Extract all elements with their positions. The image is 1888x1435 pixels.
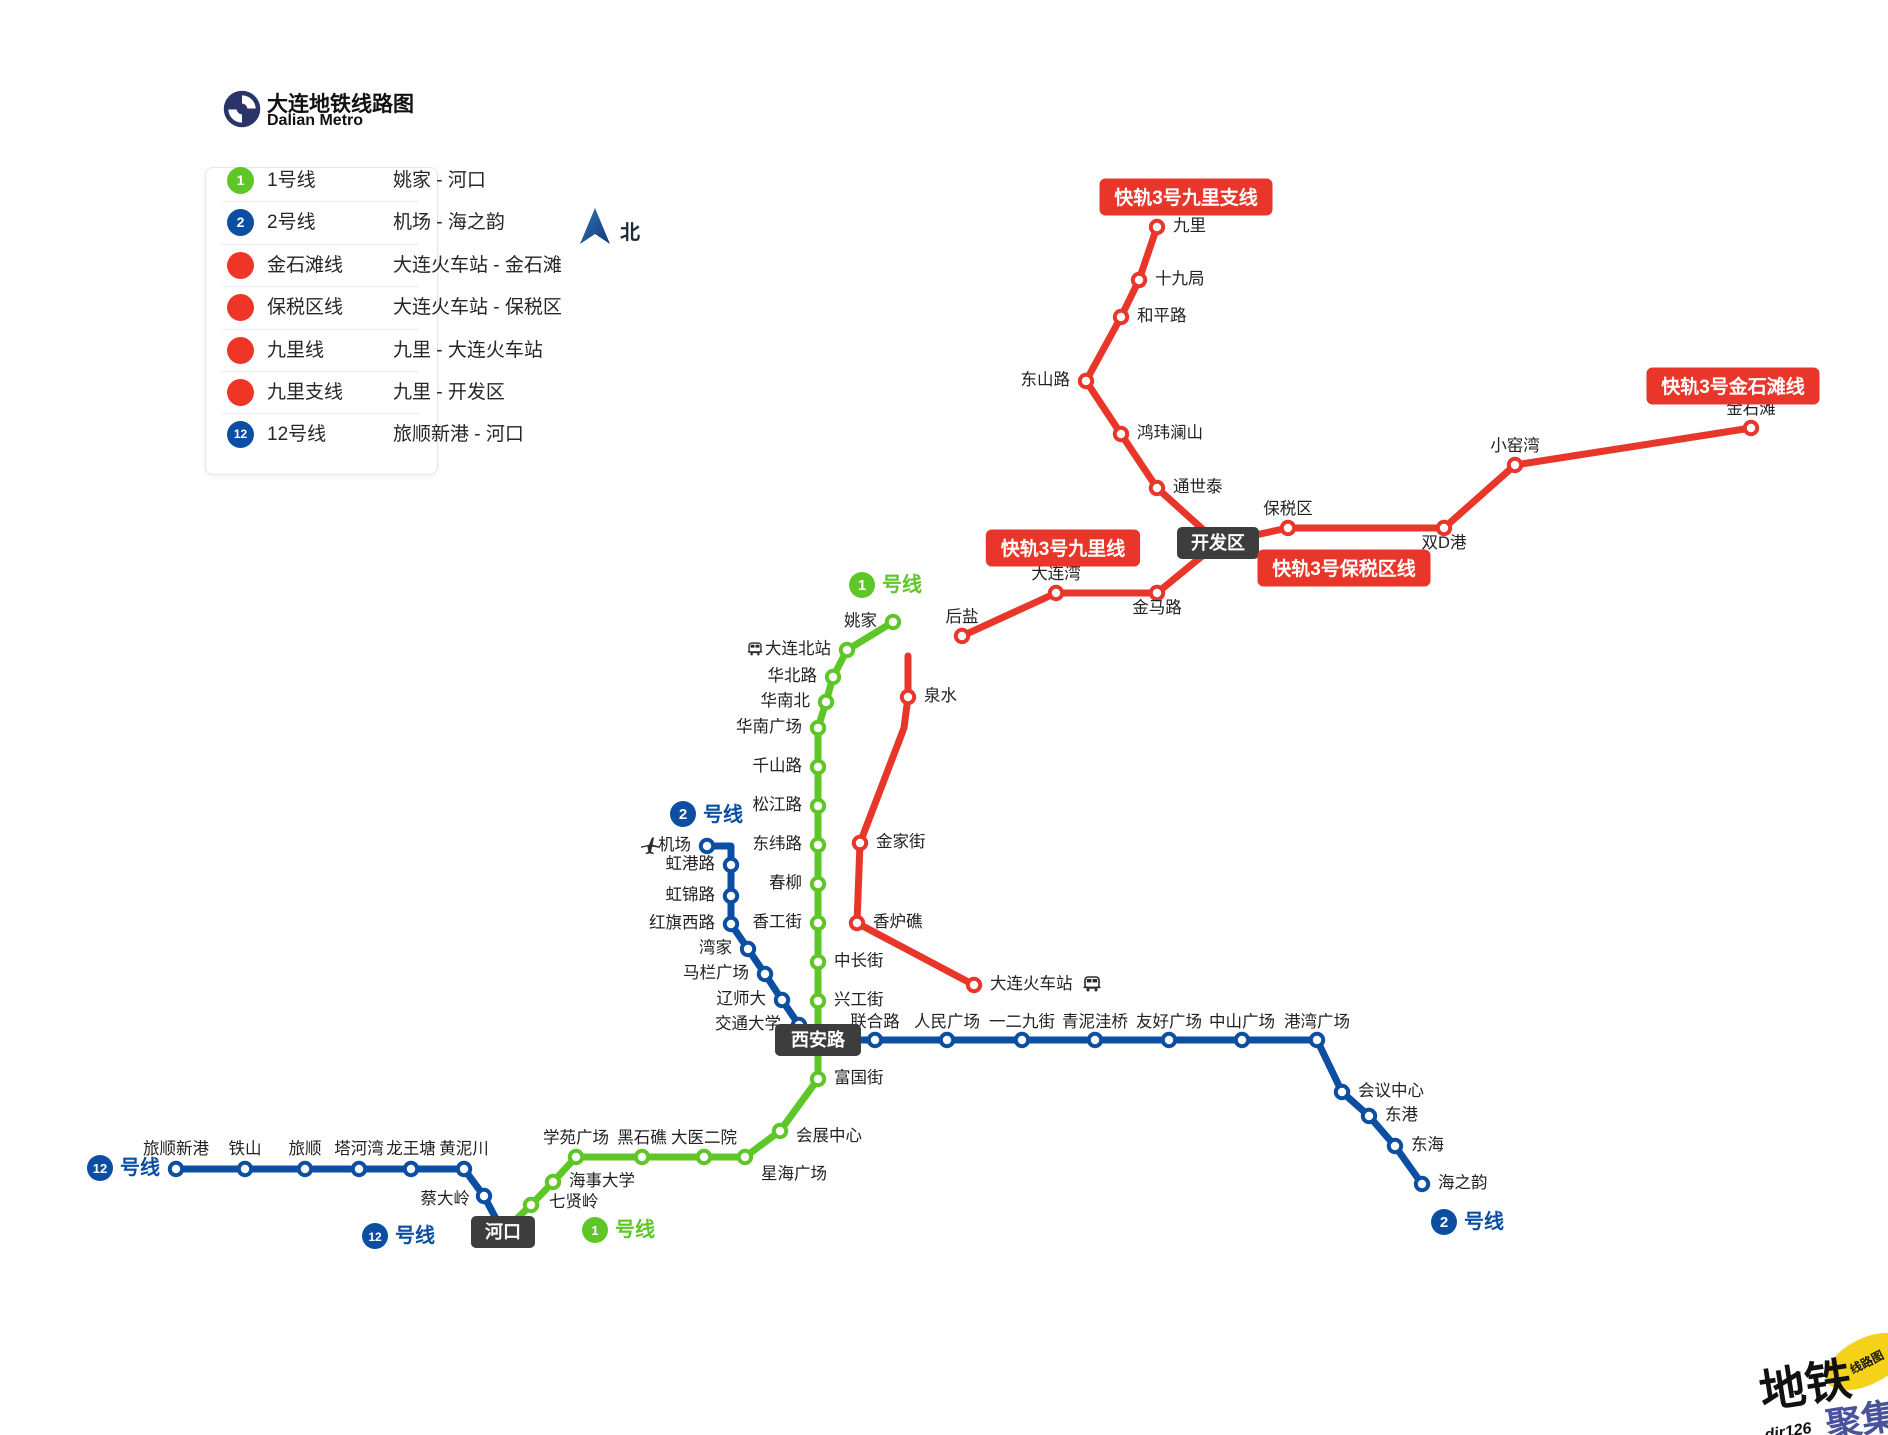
svg-text:黑石礁: 黑石礁 bbox=[617, 1128, 667, 1147]
svg-text:1: 1 bbox=[858, 577, 866, 594]
svg-text:松江路: 松江路 bbox=[753, 795, 803, 814]
svg-text:龙王塘: 龙王塘 bbox=[386, 1139, 436, 1158]
svg-text:东纬路: 东纬路 bbox=[753, 834, 803, 853]
svg-text:会展中心: 会展中心 bbox=[796, 1126, 862, 1145]
svg-text:蔡大岭: 蔡大岭 bbox=[421, 1189, 471, 1208]
svg-text:东海: 东海 bbox=[1411, 1135, 1444, 1154]
svg-text:后盐: 后盐 bbox=[946, 607, 979, 626]
svg-text:12: 12 bbox=[368, 1230, 382, 1244]
svg-text:快轨3号九里支线: 快轨3号九里支线 bbox=[1114, 186, 1258, 209]
svg-text:保税区: 保税区 bbox=[1263, 499, 1313, 518]
svg-text:旅顺新港: 旅顺新港 bbox=[143, 1139, 210, 1158]
svg-text:中山广场: 中山广场 bbox=[1209, 1012, 1275, 1031]
svg-text:马栏广场: 马栏广场 bbox=[683, 963, 749, 982]
svg-text:机场: 机场 bbox=[658, 835, 691, 854]
svg-text:星海广场: 星海广场 bbox=[761, 1164, 827, 1183]
svg-text:港湾广场: 港湾广场 bbox=[1284, 1012, 1350, 1031]
svg-text:香工街: 香工街 bbox=[753, 912, 803, 931]
svg-text:七贤岭: 七贤岭 bbox=[549, 1192, 599, 1211]
svg-text:富国街: 富国街 bbox=[834, 1068, 884, 1087]
svg-text:海之韵: 海之韵 bbox=[1438, 1173, 1488, 1192]
svg-text:鸿玮澜山: 鸿玮澜山 bbox=[1137, 423, 1203, 442]
svg-text:快轨3号九里线: 快轨3号九里线 bbox=[1001, 537, 1126, 560]
svg-text:东港: 东港 bbox=[1385, 1105, 1419, 1124]
svg-text:双D港: 双D港 bbox=[1422, 533, 1467, 552]
svg-text:海事大学: 海事大学 bbox=[569, 1171, 635, 1190]
svg-text:虹锦路: 虹锦路 bbox=[666, 885, 716, 904]
svg-text:华北路: 华北路 bbox=[768, 666, 818, 685]
svg-text:姚家: 姚家 bbox=[844, 611, 877, 630]
svg-text:大医二院: 大医二院 bbox=[671, 1128, 737, 1147]
svg-text:和平路: 和平路 bbox=[1137, 306, 1187, 325]
svg-text:旅顺: 旅顺 bbox=[289, 1139, 322, 1158]
svg-text:红旗西路: 红旗西路 bbox=[649, 913, 716, 932]
svg-text:大连湾: 大连湾 bbox=[1031, 564, 1081, 583]
svg-text:九里: 九里 bbox=[1173, 216, 1206, 235]
svg-text:学苑广场: 学苑广场 bbox=[543, 1128, 609, 1147]
svg-text:东山路: 东山路 bbox=[1021, 370, 1071, 389]
svg-text:中长街: 中长街 bbox=[834, 951, 884, 970]
svg-text:兴工街: 兴工街 bbox=[834, 990, 884, 1009]
svg-text:开发区: 开发区 bbox=[1191, 532, 1245, 553]
svg-text:虹港路: 虹港路 bbox=[666, 854, 716, 873]
svg-text:1: 1 bbox=[591, 1223, 598, 1238]
svg-text:号线: 号线 bbox=[120, 1155, 160, 1179]
svg-text:铁山: 铁山 bbox=[229, 1139, 262, 1158]
svg-text:会议中心: 会议中心 bbox=[1358, 1081, 1424, 1100]
svg-text:辽师大: 辽师大 bbox=[717, 989, 767, 1008]
svg-text:号线: 号线 bbox=[615, 1217, 655, 1241]
svg-text:湾家: 湾家 bbox=[699, 938, 732, 957]
svg-text:泉水: 泉水 bbox=[924, 686, 958, 705]
svg-text:大连火车站: 大连火车站 bbox=[990, 974, 1073, 993]
svg-text:青泥洼桥: 青泥洼桥 bbox=[1062, 1012, 1128, 1031]
svg-text:千山路: 千山路 bbox=[753, 756, 803, 775]
svg-text:十九局: 十九局 bbox=[1155, 269, 1205, 288]
svg-text:号线: 号线 bbox=[395, 1223, 435, 1247]
svg-text:华南北: 华南北 bbox=[761, 691, 811, 710]
svg-text:塔河湾: 塔河湾 bbox=[334, 1139, 384, 1158]
svg-text:一二九街: 一二九街 bbox=[989, 1012, 1055, 1031]
svg-text:2: 2 bbox=[1440, 1214, 1448, 1231]
svg-text:交通大学: 交通大学 bbox=[715, 1014, 781, 1033]
svg-text:快轨3号金石滩线: 快轨3号金石滩线 bbox=[1661, 375, 1805, 398]
svg-text:友好广场: 友好广场 bbox=[1136, 1012, 1202, 1031]
svg-text:春柳: 春柳 bbox=[769, 873, 802, 892]
svg-text:大连北站: 大连北站 bbox=[765, 639, 831, 658]
svg-text:香炉礁: 香炉礁 bbox=[873, 912, 923, 931]
svg-text:人民广场: 人民广场 bbox=[914, 1012, 980, 1031]
svg-text:号线: 号线 bbox=[703, 802, 743, 826]
svg-text:dir126: dir126 bbox=[1763, 1420, 1812, 1435]
svg-text:西安路: 西安路 bbox=[791, 1029, 846, 1050]
svg-text:华南广场: 华南广场 bbox=[736, 717, 802, 736]
svg-text:通世泰: 通世泰 bbox=[1173, 477, 1223, 496]
svg-text:河口: 河口 bbox=[485, 1222, 521, 1242]
svg-text:号线: 号线 bbox=[882, 572, 922, 596]
svg-text:号线: 号线 bbox=[1464, 1209, 1504, 1233]
svg-text:2: 2 bbox=[679, 806, 687, 823]
svg-text:金家街: 金家街 bbox=[876, 832, 926, 851]
svg-text:快轨3号保税区线: 快轨3号保税区线 bbox=[1272, 557, 1416, 580]
svg-text:小窑湾: 小窑湾 bbox=[1490, 436, 1540, 455]
svg-text:黄泥川: 黄泥川 bbox=[439, 1139, 489, 1158]
svg-text:12: 12 bbox=[93, 1161, 107, 1176]
svg-text:金马路: 金马路 bbox=[1132, 598, 1182, 617]
